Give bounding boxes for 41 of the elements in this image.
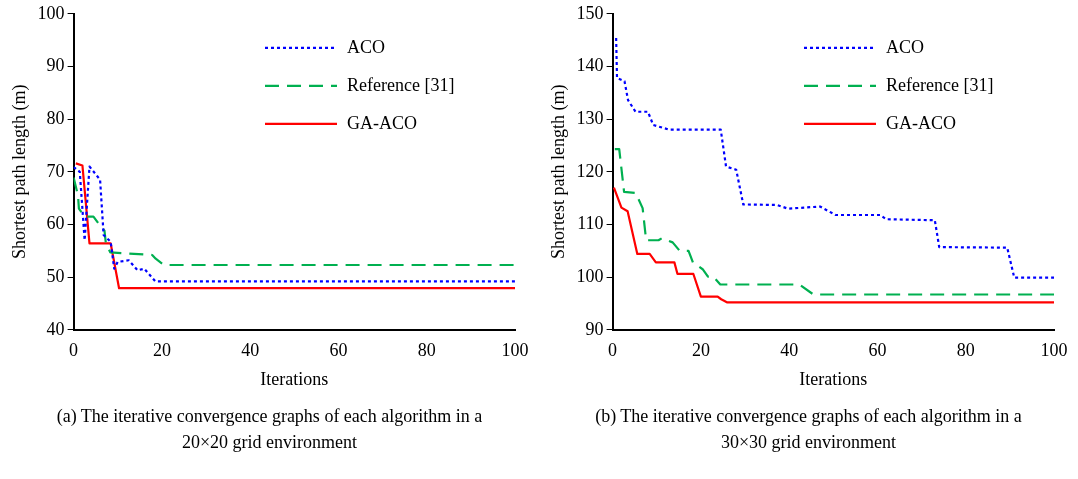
line-series [613, 148, 1054, 296]
x-tick-label: 80 [956, 340, 975, 361]
x-tick-label: 80 [417, 340, 436, 361]
y-tick-label: 60 [46, 213, 65, 234]
y-tick-label: 110 [576, 213, 604, 234]
y-tick-label: 90 [585, 318, 604, 339]
x-tick-label: 60 [867, 340, 886, 361]
legend-label: GA-ACO [346, 112, 417, 133]
x-tick-label: 40 [779, 340, 798, 361]
y-tick-label: 130 [576, 107, 604, 128]
legend-label: ACO [346, 36, 385, 57]
y-tick-label: 40 [46, 318, 65, 339]
y-axis-title: Shortest path length (m) [8, 84, 30, 260]
x-tick-label: 20 [152, 340, 171, 361]
y-tick-label: 140 [576, 55, 604, 76]
x-axis-title: Iterations [259, 368, 328, 389]
x-tick-label: 40 [240, 340, 259, 361]
text: (b) The iterative convergence graphs of each algorithm in a 30×30 grid environment [594, 405, 1023, 454]
legend-label: Reference [31] [346, 74, 454, 95]
legend-label: GA-ACO [885, 112, 956, 133]
y-tick-label: 70 [46, 160, 65, 181]
y-tick-label: 90 [46, 55, 65, 76]
y-tick-label: 120 [576, 160, 604, 181]
y-tick-label: 100 [576, 265, 604, 286]
y-tick-label: 100 [37, 2, 65, 23]
y-axis-title: Shortest path length (m) [547, 84, 569, 260]
text: (a) The iterative convergence graphs of each algorithm in a 20×20 grid environment [55, 405, 484, 454]
x-tick-label: 100 [1040, 340, 1067, 361]
y-tick-label: 80 [46, 107, 65, 128]
x-tick-label: 0 [68, 340, 78, 361]
line-series [614, 36, 1054, 279]
x-tick-label: 20 [691, 340, 710, 361]
y-tick-label: 150 [576, 2, 604, 23]
legend-label: Reference [31] [885, 74, 993, 95]
x-tick-label: 100 [501, 340, 528, 361]
legend-label: ACO [885, 36, 924, 57]
x-tick-label: 60 [328, 340, 347, 361]
x-axis-title: Iterations [798, 368, 867, 389]
line-series [73, 176, 515, 267]
x-tick-label: 0 [607, 340, 617, 361]
y-tick-label: 50 [46, 265, 65, 286]
